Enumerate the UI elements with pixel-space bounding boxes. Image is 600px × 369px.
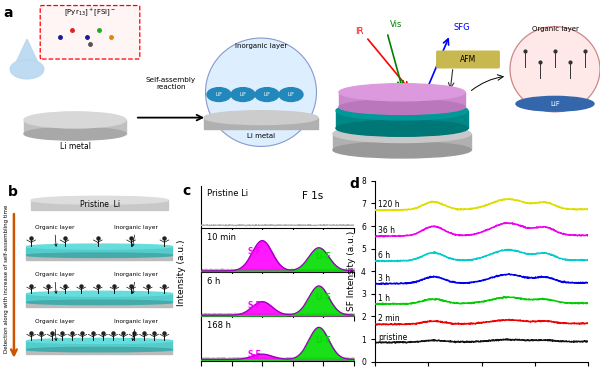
Text: Inorganic layer: Inorganic layer (114, 319, 158, 341)
Ellipse shape (510, 27, 600, 112)
Text: Pristine Li: Pristine Li (207, 189, 248, 197)
Ellipse shape (27, 291, 173, 296)
Ellipse shape (255, 87, 279, 101)
Ellipse shape (204, 111, 318, 125)
Text: LiF: LiF (287, 92, 295, 97)
Text: Li-F: Li-F (316, 336, 331, 345)
Text: IR: IR (355, 27, 363, 36)
Polygon shape (204, 118, 318, 129)
Text: Organic layer: Organic layer (35, 319, 74, 341)
Ellipse shape (24, 112, 126, 128)
Text: F 1s: F 1s (302, 191, 323, 201)
Text: Organic layer: Organic layer (35, 224, 74, 246)
Text: 168 h: 168 h (207, 321, 231, 330)
Ellipse shape (31, 196, 168, 204)
Ellipse shape (27, 244, 173, 249)
Text: 1 h: 1 h (378, 294, 390, 303)
Text: 3 h: 3 h (378, 274, 391, 283)
Ellipse shape (339, 100, 465, 114)
Text: Intensity (a.u.): Intensity (a.u.) (178, 240, 187, 306)
Text: Inorganic layer: Inorganic layer (235, 44, 287, 49)
Text: Organic layer: Organic layer (35, 272, 74, 293)
Text: 6 h: 6 h (207, 277, 220, 286)
Text: LiF: LiF (215, 92, 223, 97)
FancyBboxPatch shape (40, 6, 140, 59)
Ellipse shape (336, 101, 468, 120)
Text: 6 h: 6 h (378, 251, 391, 260)
Text: 2 min: 2 min (378, 314, 400, 323)
Text: 120 h: 120 h (378, 200, 400, 209)
Polygon shape (339, 92, 465, 107)
Polygon shape (31, 200, 168, 210)
Ellipse shape (27, 253, 173, 258)
Ellipse shape (339, 84, 465, 101)
Ellipse shape (279, 87, 303, 101)
Polygon shape (26, 246, 172, 255)
Polygon shape (26, 303, 172, 307)
Text: S-F: S-F (248, 247, 262, 256)
Text: b: b (8, 185, 17, 199)
Text: LiF: LiF (550, 101, 560, 107)
Polygon shape (17, 39, 37, 61)
Ellipse shape (27, 338, 173, 344)
Polygon shape (26, 349, 172, 354)
Ellipse shape (205, 38, 317, 146)
Ellipse shape (207, 87, 231, 101)
Polygon shape (24, 120, 126, 134)
Text: c: c (182, 183, 191, 197)
Polygon shape (333, 134, 471, 150)
Text: LiF: LiF (239, 92, 247, 97)
Text: Self-assembly
reaction: Self-assembly reaction (146, 77, 196, 90)
Text: Pristine  Li: Pristine Li (80, 200, 119, 210)
Text: pristine: pristine (378, 332, 407, 341)
Y-axis label: SF Intensity (a.u.): SF Intensity (a.u.) (347, 231, 356, 311)
Text: S-F: S-F (248, 349, 262, 359)
Text: Li-F: Li-F (316, 252, 331, 261)
Polygon shape (336, 111, 468, 128)
Text: Inorganic layer: Inorganic layer (114, 272, 158, 293)
Text: Inorganic layer: Inorganic layer (114, 224, 158, 246)
Text: 36 h: 36 h (378, 226, 395, 235)
Text: Li-F: Li-F (316, 293, 331, 302)
Text: S-F: S-F (248, 301, 262, 310)
Text: Organic layer: Organic layer (532, 26, 578, 32)
Text: 10 min: 10 min (207, 233, 236, 242)
Polygon shape (26, 341, 172, 349)
Text: Vis: Vis (390, 20, 403, 28)
Ellipse shape (336, 120, 468, 136)
Polygon shape (10, 59, 44, 79)
Text: LiF: LiF (263, 92, 271, 97)
Text: a: a (3, 6, 13, 20)
Ellipse shape (24, 127, 126, 140)
Text: Detection along with increase of self-assembling time: Detection along with increase of self-as… (4, 205, 9, 353)
Ellipse shape (231, 87, 255, 101)
Polygon shape (26, 294, 172, 303)
Text: Li metal: Li metal (247, 133, 275, 139)
Text: $\mathsf{[Pyr_{13}]^+[FSI]^-}$: $\mathsf{[Pyr_{13}]^+[FSI]^-}$ (64, 6, 116, 18)
Text: SFG: SFG (453, 23, 470, 32)
Text: Li metal: Li metal (59, 142, 91, 151)
Ellipse shape (27, 300, 173, 305)
Ellipse shape (27, 347, 173, 352)
Ellipse shape (333, 142, 471, 158)
Text: AFM: AFM (460, 55, 476, 64)
Ellipse shape (333, 125, 471, 142)
FancyBboxPatch shape (437, 51, 499, 68)
Ellipse shape (516, 96, 594, 111)
Polygon shape (26, 255, 172, 260)
Text: d: d (349, 177, 359, 191)
